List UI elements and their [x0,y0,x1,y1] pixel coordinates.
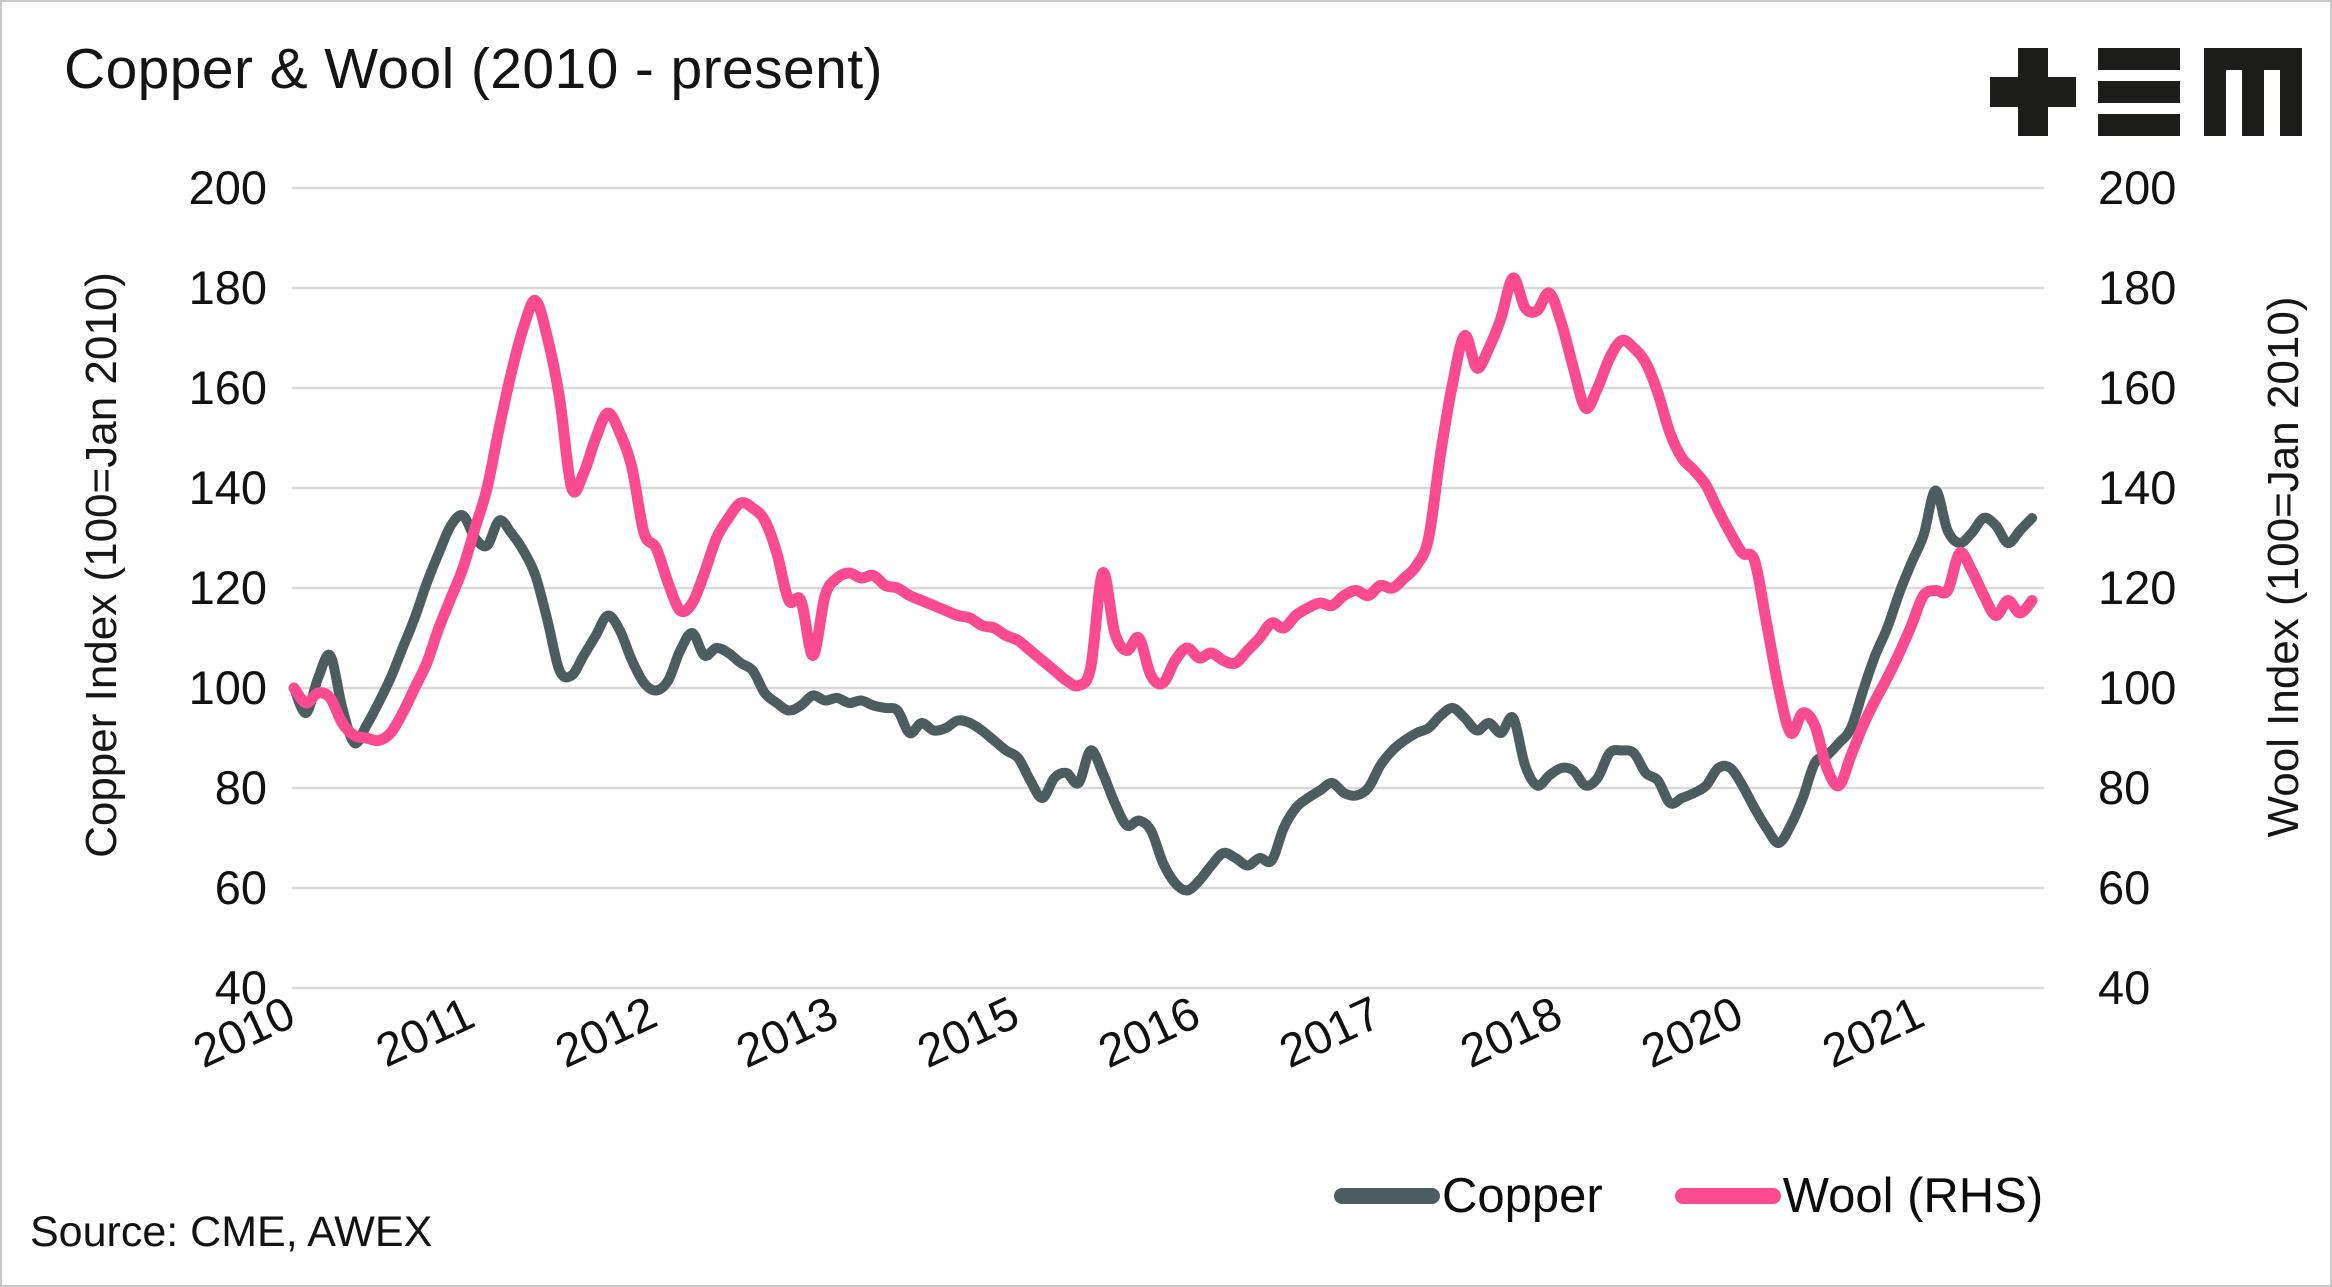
y-tick-label-left-60: 60 [214,861,267,914]
y-tick-label-right-60: 60 [2098,861,2151,914]
legend: Copper Wool (RHS) [1334,1168,2043,1224]
y-tick-label-left-120: 120 [188,561,267,614]
y-tick-label-right-100: 100 [2098,661,2177,714]
legend-item-copper: Copper [1334,1168,1603,1224]
source-note: Source: CME, AWEX [30,1208,433,1256]
y-tick-label-right-200: 200 [2098,161,2177,214]
y-tick-label-left-80: 80 [214,761,267,814]
plus-icon [1990,48,2076,136]
y-tick-label-left-40: 40 [214,961,267,1014]
copper-line-series [289,485,2038,896]
y-tick-label-left-160: 160 [188,361,267,414]
legend-label-copper: Copper [1442,1169,1603,1223]
y-tick-label-left-100: 100 [188,661,267,714]
y-tick-label-right-80: 80 [2098,761,2151,814]
y-tick-label-right-40: 40 [2098,961,2151,1014]
y-tick-label-left-140: 140 [188,461,267,514]
tem-logo [1990,48,2310,136]
triple-bars-icon [2098,48,2180,136]
page-title: Copper & Wool (2010 - present) [64,37,883,101]
copper-line-swatch [1334,1188,1440,1204]
legend-item-wool: Wool (RHS) [1674,1168,2044,1224]
y-tick-label-right-180: 180 [2098,261,2177,314]
y-tick-label-right-120: 120 [2098,561,2177,614]
wool-line-swatch [1674,1188,1781,1204]
wool-line-series [288,272,2038,792]
y-tick-label-right-140: 140 [2098,461,2177,514]
legend-label-wool: Wool (RHS) [1782,1169,2044,1223]
y-tick-label-right-160: 160 [2098,361,2177,414]
y-tick-label-left-200: 200 [188,161,267,214]
y-tick-label-left-180: 180 [188,261,267,314]
block-m-icon [2204,48,2302,136]
